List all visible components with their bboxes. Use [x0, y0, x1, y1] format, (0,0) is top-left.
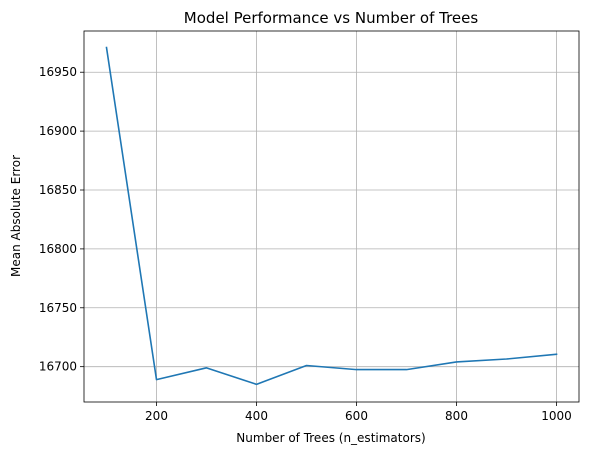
grid-lines [84, 31, 579, 402]
chart-title: Model Performance vs Number of Trees [184, 9, 479, 27]
x-tick-label: 400 [245, 409, 268, 423]
y-tick-label: 16700 [39, 360, 77, 374]
x-tick-label: 600 [345, 409, 368, 423]
x-axis-ticks: 200 400 600 800 1000 [145, 402, 572, 423]
x-tick-label: 800 [445, 409, 468, 423]
y-axis-ticks: 16700 16750 16800 16850 16900 16950 [39, 65, 84, 373]
x-tick-label: 200 [145, 409, 168, 423]
y-tick-label: 16950 [39, 65, 77, 79]
series-line [107, 47, 557, 384]
x-axis-label: Number of Trees (n_estimators) [236, 431, 425, 445]
series-layer [106, 47, 556, 384]
y-tick-label: 16850 [39, 183, 77, 197]
y-tick-label: 16800 [39, 242, 77, 256]
plot-frame [84, 31, 579, 402]
y-tick-label: 16900 [39, 124, 77, 138]
y-tick-label: 16750 [39, 301, 77, 315]
x-tick-label: 1000 [541, 409, 572, 423]
y-axis-label: Mean Absolute Error [9, 155, 23, 277]
